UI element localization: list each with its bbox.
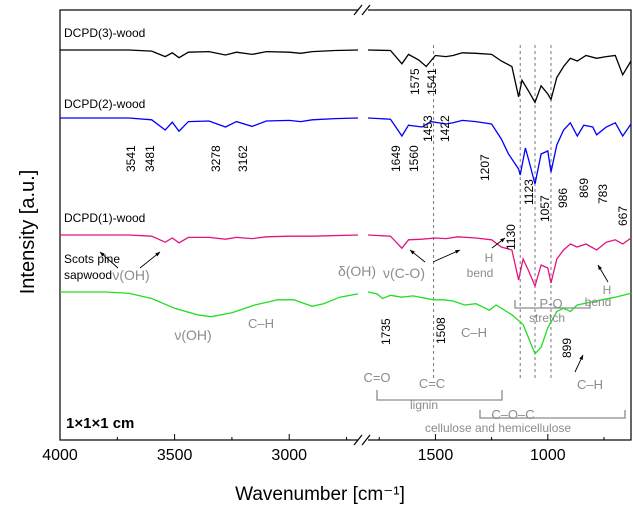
axis-break-mark (353, 434, 363, 446)
annotation-text: δ(OH) (338, 263, 376, 279)
peak-label: 1575 (408, 68, 422, 95)
annotation-bracket (479, 410, 626, 419)
series-label: DCPD(2)-wood (64, 97, 145, 111)
annotation-arrowhead (455, 250, 460, 254)
annotations: DCPD(3)-wood DCPD(2)-wood DCPD(1)-wood Scot… (64, 26, 630, 435)
series-label: DCPD(1)-wood (64, 211, 145, 225)
peak-label: 1560 (407, 145, 421, 172)
annotation-text: bend (467, 266, 494, 280)
peak-label: 899 (560, 338, 574, 358)
series-1 (60, 117, 632, 185)
annotation-text: C=O (363, 370, 390, 385)
peak-label: 1508 (434, 317, 448, 344)
peak-label: 1735 (379, 318, 393, 345)
annotation-arrowhead (155, 252, 160, 257)
annotation-text: C–H (577, 377, 603, 392)
annotation-arrowhead (579, 355, 583, 360)
annotation-arrowhead (500, 238, 505, 243)
peak-label: 1541 (425, 68, 439, 95)
spectra-curves (60, 49, 632, 355)
x-tick-label: 1000 (530, 447, 566, 464)
annotation-text: cellulose and hemicellulose (425, 421, 571, 435)
x-tick-label: 3500 (157, 447, 193, 464)
series-line (60, 234, 359, 244)
peak-label: 3481 (143, 145, 157, 172)
y-axis-label: Intensity [a.u.] (17, 170, 39, 295)
axis-break-gap-top (358, 7, 368, 13)
series-line (367, 291, 632, 355)
peak-label: 1207 (478, 154, 492, 181)
annotation-arrowhead (100, 252, 105, 257)
series-line (60, 49, 359, 59)
peak-label: 3278 (209, 145, 223, 172)
annotation-text: C–O–C (491, 407, 534, 422)
peak-label: 869 (577, 178, 591, 198)
annotation-arrow (432, 249, 461, 263)
series-label: DCPD(3)-wood (64, 26, 145, 40)
annotation-text: C=C (419, 376, 445, 391)
axis-break-mark (361, 4, 371, 16)
series-line (60, 117, 359, 133)
series-label: Scots pine (64, 252, 120, 266)
series-3 (60, 291, 632, 355)
axis-break-gap-bottom (358, 437, 368, 443)
peak-label: 3162 (236, 145, 250, 172)
x-tick-label: 1500 (418, 447, 454, 464)
series-2 (60, 234, 632, 288)
x-tick-label: 4000 (42, 447, 78, 464)
axis-break-mark (361, 434, 371, 446)
annotation-text: ν(OH) (174, 327, 211, 343)
peak-label: 783 (596, 184, 610, 204)
x-tick-label: 3000 (271, 447, 307, 464)
peak-label: 1130 (504, 224, 518, 250)
annotation-text: bend (585, 295, 612, 309)
annotation-text: P-O (539, 296, 562, 311)
peak-label: 667 (616, 206, 630, 226)
annotation-text: C–H (248, 316, 274, 331)
series-line (367, 234, 632, 288)
peak-label: 1422 (438, 115, 452, 142)
series-line (367, 49, 632, 104)
series-label: sapwood (64, 268, 112, 282)
annotation-text: H (485, 251, 494, 265)
peak-label: 1123 (522, 179, 536, 205)
peak-label: 1453 (421, 115, 435, 142)
annotation-bracket (514, 300, 591, 309)
x-axis-label: Wavenumber [cm⁻¹] (235, 484, 405, 505)
scale-note: 1×1×1 cm (66, 415, 134, 432)
axis-break-mark (353, 4, 363, 16)
annotation-text: lignin (410, 398, 438, 412)
series-line (367, 117, 632, 185)
annotation-bracket (376, 390, 503, 401)
annotation-text: ν(OH) (112, 267, 149, 283)
plot-frame (59, 9, 632, 441)
peak-label: 3541 (124, 145, 138, 172)
axis-break (353, 4, 371, 446)
annotation-arrowhead (598, 265, 603, 270)
peak-label: 1057 (538, 195, 552, 222)
annotation-text: ν(C-O) (383, 265, 425, 281)
peak-label: 986 (556, 188, 570, 208)
peak-label: 1649 (389, 145, 403, 172)
series-line (60, 291, 359, 318)
annotation-text: stretch (529, 311, 565, 325)
series-0 (60, 49, 632, 104)
annotation-text: H (603, 283, 612, 297)
annotation-arrowhead (410, 250, 415, 255)
annotation-text: C–H (461, 325, 487, 340)
